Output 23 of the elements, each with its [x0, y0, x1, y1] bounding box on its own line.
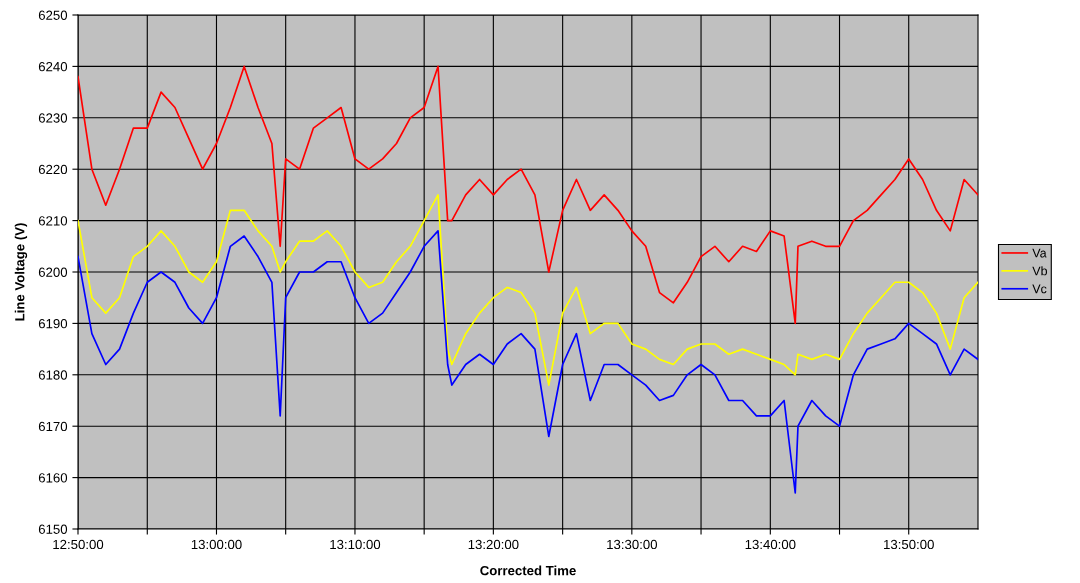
legend-label: Vb	[1032, 266, 1048, 276]
x-tick-label: 13:00:00	[191, 539, 242, 550]
y-tick-label: 6230	[38, 113, 68, 123]
y-tick-label: 6150	[38, 524, 68, 534]
y-tick-label: 6200	[38, 267, 68, 277]
y-tick-label: 6250	[38, 10, 68, 20]
x-tick-label: 13:30:00	[607, 539, 658, 550]
y-axis-title: Line Voltage (V)	[14, 223, 28, 321]
legend-label: Va	[1032, 248, 1047, 258]
y-tick-label: 6220	[38, 164, 68, 175]
y-tick-label: 6160	[38, 473, 68, 483]
y-tick-label: 6240	[38, 61, 68, 72]
y-tick-label: 6170	[38, 421, 68, 432]
y-tick-label: 6180	[38, 370, 68, 380]
legend-label: Vc	[1032, 284, 1047, 294]
y-tick-label: 6190	[38, 318, 68, 329]
x-tick-label: 13:50:00	[884, 539, 934, 550]
x-tick-label: 13:20:00	[468, 539, 519, 550]
x-tick-label: 12:50:00	[53, 539, 104, 550]
x-axis-title: Corrected Time	[480, 565, 576, 576]
x-tick-label: 13:10:00	[330, 539, 381, 550]
x-tick-label: 13:40:00	[745, 539, 796, 550]
y-tick-label: 6210	[38, 216, 68, 226]
